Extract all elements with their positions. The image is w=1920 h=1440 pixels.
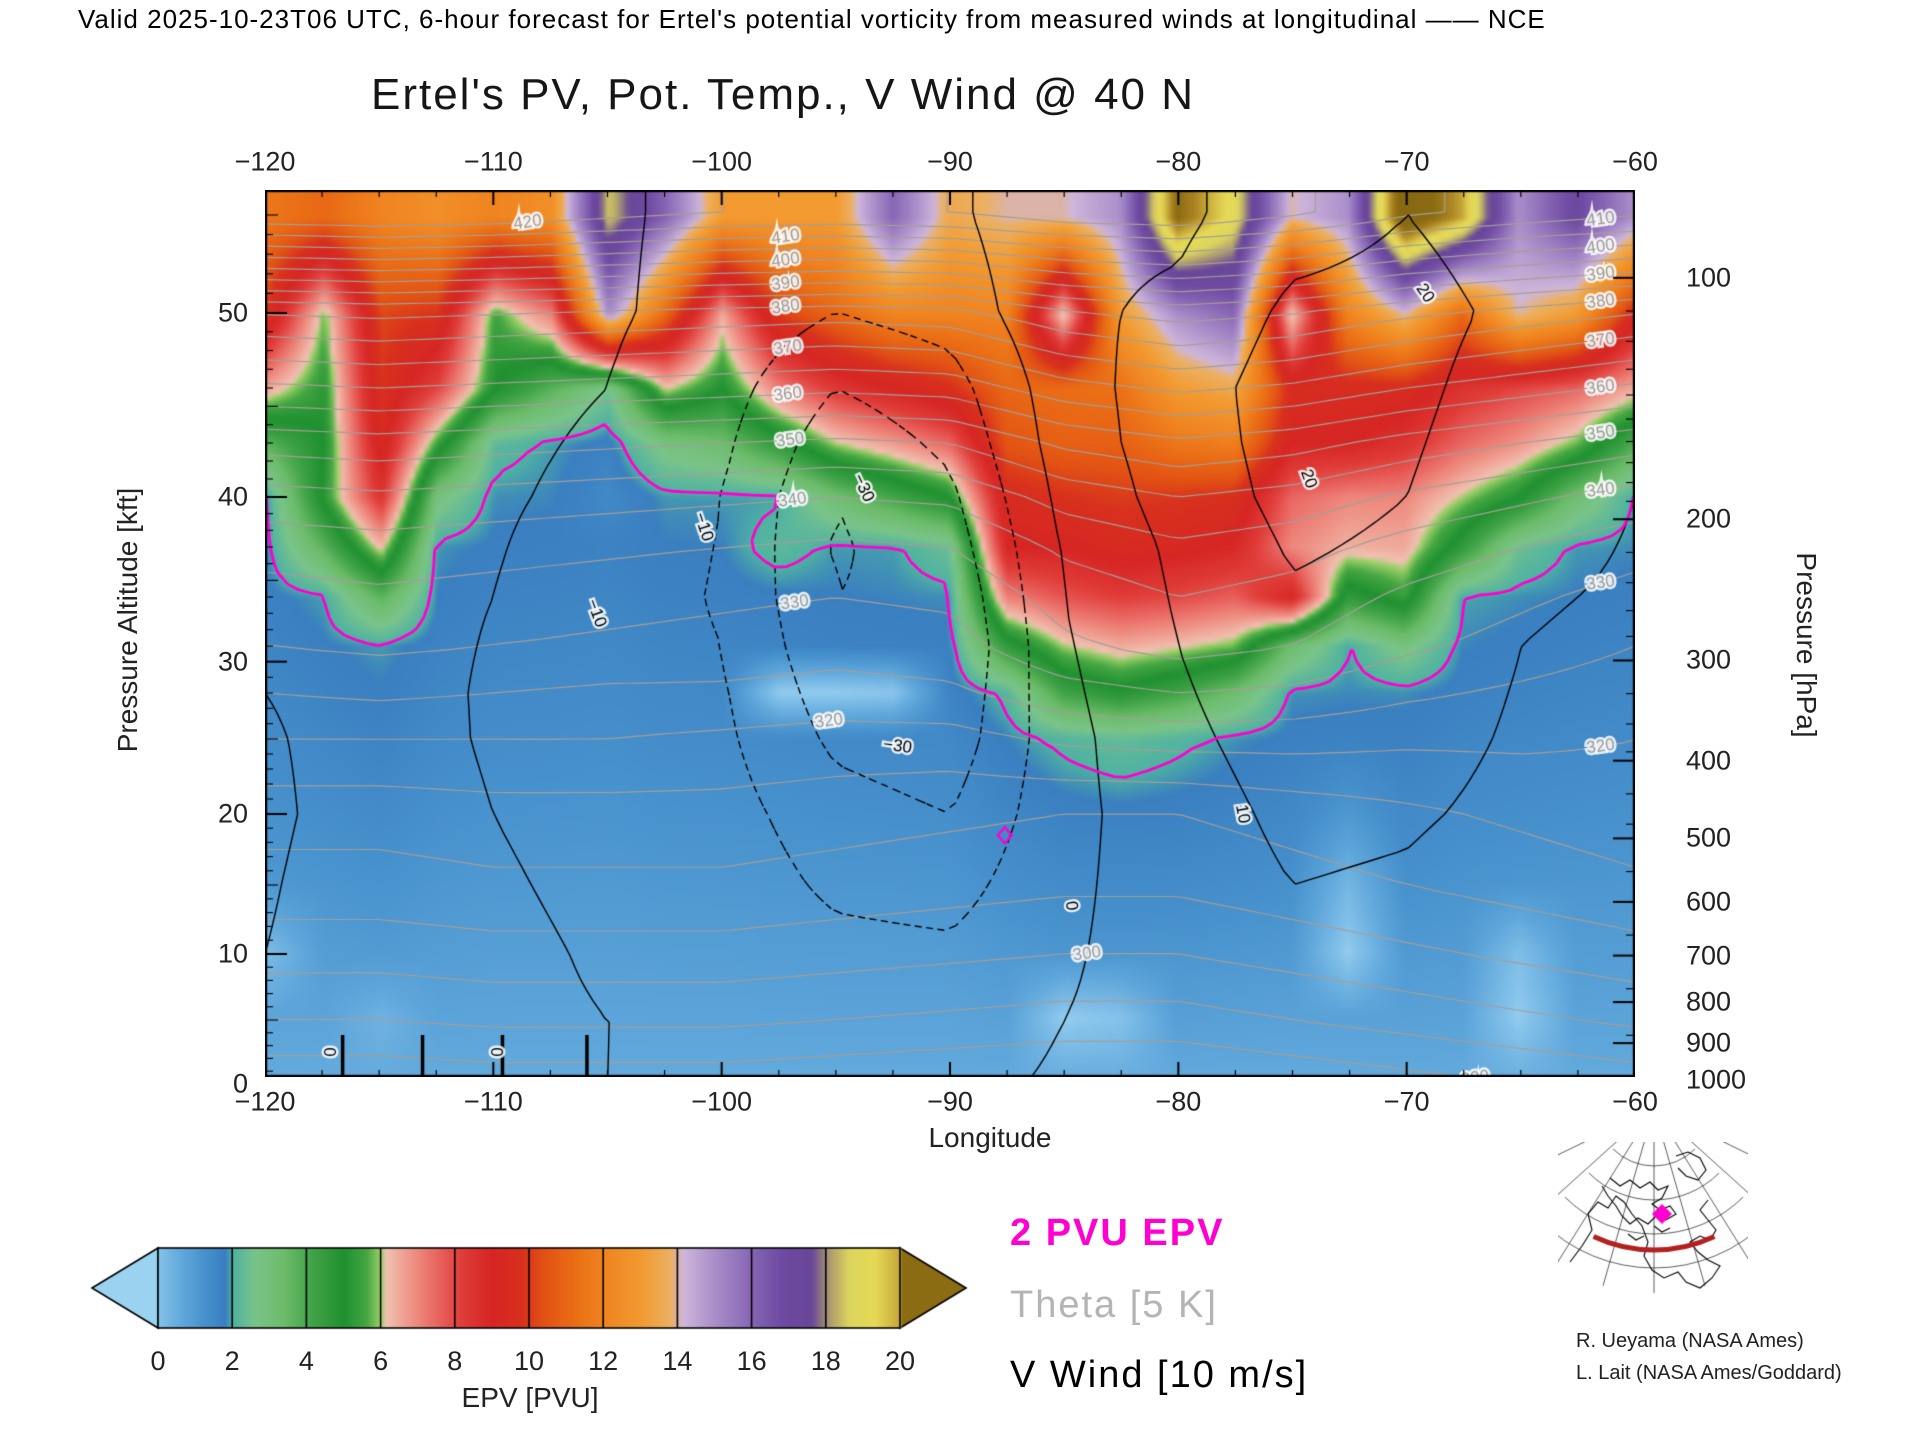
y-right-tick-label: 300 — [1686, 644, 1732, 675]
cross-section-plot-canvas — [265, 190, 1635, 1077]
x-axis-title: Longitude — [928, 1122, 1052, 1153]
x-top-tick-label: −100 — [691, 146, 753, 177]
colorbar-tick-label: 4 — [298, 1346, 314, 1376]
legend-2pvu-epv: 2 PVU EPV — [1010, 1212, 1225, 1254]
y-right-tick-label: 100 — [1686, 262, 1732, 293]
y-left-tick-label: 10 — [217, 938, 248, 969]
colorbar-tick-label: 2 — [224, 1346, 240, 1376]
colorbar-title: EPV [PVU] — [461, 1382, 599, 1413]
y-right-tick-label: 800 — [1686, 986, 1732, 1017]
x-top-tick-label: −120 — [234, 146, 296, 177]
x-top-tick-label: −70 — [1383, 146, 1430, 177]
y-left-tick-label: 0 — [232, 1068, 248, 1099]
legend-theta: Theta [5 K] — [1010, 1284, 1218, 1326]
x-top-tick-label: −80 — [1155, 146, 1202, 177]
y-left-tick-label: 20 — [217, 798, 248, 829]
y-right-tick-label: 200 — [1686, 503, 1732, 534]
colorbar-tick-label: 10 — [513, 1346, 545, 1376]
colorbar-tick-label: 14 — [662, 1346, 693, 1376]
inset-locator-map — [1558, 1142, 1748, 1302]
x-bottom-tick-label: −90 — [927, 1086, 973, 1117]
x-bottom-tick-label: −120 — [234, 1086, 296, 1117]
colorbar-tick-label: 0 — [150, 1346, 166, 1376]
x-bottom-tick-label: −70 — [1383, 1086, 1430, 1117]
y-right-tick-label: 1000 — [1686, 1064, 1747, 1095]
colorbar-tick-label: 18 — [810, 1346, 841, 1376]
epv-colorbar — [78, 1236, 978, 1346]
x-bottom-tick-label: −80 — [1155, 1086, 1202, 1117]
x-top-tick-label: −60 — [1612, 146, 1658, 177]
colorbar-tick-label: 8 — [447, 1346, 463, 1376]
colorbar-tick-label: 6 — [373, 1346, 389, 1376]
x-top-tick-label: −90 — [927, 146, 973, 177]
colorbar-tick-label: 16 — [736, 1346, 767, 1376]
valid-timestamp-line: Valid 2025-10-23T06 UTC, 6-hour forecast… — [78, 4, 1546, 34]
y-left-tick-label: 30 — [217, 646, 248, 677]
colorbar-tick-label: 12 — [588, 1346, 619, 1376]
y-right-tick-label: 700 — [1686, 940, 1732, 971]
page-title: Ertel's PV, Pot. Temp., V Wind @ 40 N — [370, 70, 1196, 119]
x-top-tick-label: −110 — [463, 146, 523, 177]
legend-v-wind: V Wind [10 m/s] — [1010, 1354, 1309, 1396]
y-right-tick-label: 500 — [1686, 822, 1732, 853]
y-right-tick-label: 900 — [1686, 1027, 1732, 1058]
x-bottom-tick-label: −110 — [463, 1086, 523, 1117]
x-bottom-tick-label: −60 — [1612, 1086, 1658, 1117]
y-left-axis-title: Pressure Altitude [kft] — [112, 487, 143, 753]
y-left-tick-label: 50 — [217, 297, 248, 328]
y-right-tick-label: 600 — [1686, 886, 1732, 917]
y-left-tick-label: 40 — [217, 481, 248, 512]
y-right-tick-label: 400 — [1686, 745, 1732, 776]
x-bottom-tick-label: −100 — [691, 1086, 753, 1117]
credit-author-2: L. Lait (NASA Ames/Goddard) — [1576, 1362, 1842, 1384]
credit-author-1: R. Ueyama (NASA Ames) — [1576, 1330, 1804, 1352]
colorbar-tick-label: 20 — [884, 1346, 916, 1376]
y-right-axis-title: Pressure [hPa] — [1791, 552, 1822, 738]
